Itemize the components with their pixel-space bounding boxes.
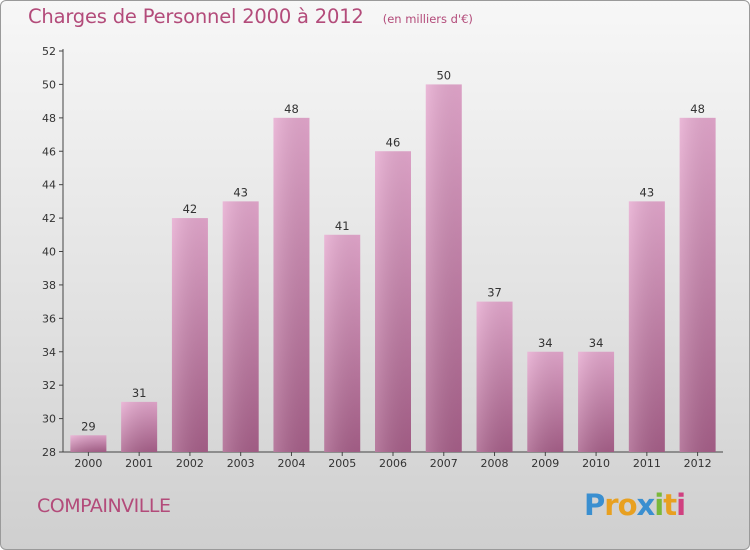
x-tick-label: 2011: [633, 457, 661, 470]
bar-shade: [121, 401, 158, 452]
logo-letter: r: [604, 488, 618, 522]
bar-value-label: 34: [589, 336, 604, 350]
proxiti-logo: Proxiti: [584, 488, 686, 522]
chart-bars: [70, 84, 716, 453]
bar-shade: [375, 151, 411, 452]
chart-unit: (en milliers d'€): [382, 12, 473, 26]
bar-value-label: 50: [436, 68, 451, 82]
bar-value-label: 41: [335, 219, 350, 233]
chart-title: Charges de Personnel 2000 à 2012: [28, 5, 364, 28]
y-tick-label: 36: [42, 312, 56, 325]
bar-shade: [679, 117, 716, 452]
x-tick-label: 2003: [227, 457, 255, 470]
y-tick-label: 42: [42, 212, 56, 225]
bar-shade: [578, 351, 615, 452]
bar-shade: [70, 435, 107, 452]
chart-value-labels: 29 31 42 43 48 41 46 50 37 34 34 43 48: [81, 68, 705, 433]
y-tick-label: 32: [42, 379, 56, 392]
y-tick-label: 34: [42, 346, 56, 359]
logo-letter: i: [676, 488, 686, 522]
y-tick-label: 30: [42, 413, 56, 426]
x-tick-label: 2010: [582, 457, 610, 470]
bar-value-label: 43: [233, 185, 248, 199]
bar-value-label: 29: [81, 419, 96, 433]
y-tick-label: 40: [42, 246, 56, 259]
y-tick-label: 52: [42, 45, 56, 58]
chart-header: Charges de Personnel 2000 à 2012 (en mil…: [28, 5, 473, 28]
bar-value-label: 46: [386, 135, 401, 149]
bar-value-label: 42: [183, 202, 198, 216]
bar-value-label: 37: [487, 286, 502, 300]
x-tick-label: 2007: [430, 457, 458, 470]
logo-letter: i: [654, 488, 664, 522]
logo-letter: o: [617, 488, 638, 522]
bar-shade: [425, 84, 462, 453]
bar-shade: [273, 117, 310, 452]
x-tick-label: 2009: [531, 457, 559, 470]
y-tick-label: 48: [42, 112, 56, 125]
bar-shade: [628, 201, 665, 452]
x-tick-label: 2005: [328, 457, 356, 470]
y-tick-label: 28: [42, 446, 56, 459]
logo-letter: P: [584, 488, 605, 522]
bar-shade: [476, 301, 513, 452]
bar-shade: [222, 201, 259, 452]
x-tick-label: 2000: [74, 457, 102, 470]
bar-shade: [527, 351, 564, 452]
y-tick-label: 50: [42, 78, 56, 91]
x-tick-label: 2001: [125, 457, 153, 470]
commune-name: COMPAINVILLE: [37, 495, 171, 517]
bar-value-label: 31: [132, 386, 147, 400]
x-tick-label: 2012: [684, 457, 712, 470]
y-tick-label: 46: [42, 145, 56, 158]
x-tick-label: 2008: [481, 457, 509, 470]
bar-shade: [171, 218, 208, 452]
y-tick-label: 44: [42, 179, 56, 192]
bar-value-label: 43: [640, 185, 655, 199]
bar-value-label: 48: [690, 102, 705, 116]
x-tick-label: 2004: [277, 457, 305, 470]
logo-letter: t: [663, 488, 677, 522]
bar-value-label: 34: [538, 336, 553, 350]
logo-letter: x: [636, 488, 656, 522]
bar-shade: [324, 234, 361, 452]
x-tick-label: 2006: [379, 457, 407, 470]
y-tick-label: 38: [42, 279, 56, 292]
x-tick-label: 2002: [176, 457, 204, 470]
bar-value-label: 48: [284, 102, 299, 116]
